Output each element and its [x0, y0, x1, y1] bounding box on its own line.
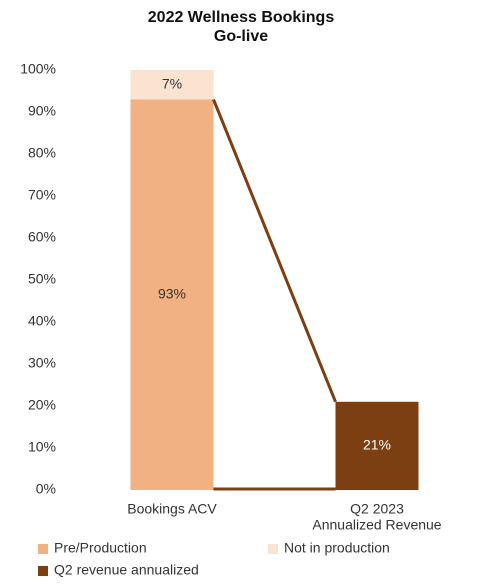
- y-tick-label: 40%: [28, 313, 56, 329]
- y-tick-label: 20%: [28, 397, 56, 413]
- x-tick-label: Q2 2023: [350, 501, 404, 517]
- y-tick-label: 100%: [20, 61, 56, 77]
- y-tick-label: 50%: [28, 271, 56, 287]
- data-label: 21%: [363, 437, 391, 453]
- y-tick-label: 10%: [28, 439, 56, 455]
- connector: [212, 98, 337, 403]
- y-tick-label: 0%: [36, 481, 56, 497]
- x-tick-label: Bookings ACV: [127, 501, 217, 517]
- legend-label: Pre/Production: [54, 540, 147, 556]
- legend-swatch: [38, 566, 48, 576]
- chart-title: 2022 Wellness Bookings: [148, 9, 335, 26]
- legend-swatch: [268, 544, 278, 554]
- x-tick-label: Annualized Revenue: [312, 517, 441, 533]
- data-label: 93%: [158, 285, 186, 301]
- data-label: 7%: [162, 75, 182, 91]
- legend-label: Not in production: [284, 540, 390, 556]
- y-tick-label: 90%: [28, 103, 56, 119]
- legend-label: Q2 revenue annualized: [54, 562, 199, 578]
- y-tick-label: 30%: [28, 355, 56, 371]
- bar-segment: [130, 99, 214, 491]
- legend-swatch: [38, 544, 48, 554]
- y-tick-label: 80%: [28, 145, 56, 161]
- y-tick-label: 60%: [28, 229, 56, 245]
- y-tick-label: 70%: [28, 187, 56, 203]
- chart-title: Go-live: [214, 28, 268, 45]
- bar-segment: [335, 401, 419, 490]
- bar-segment: [130, 70, 214, 100]
